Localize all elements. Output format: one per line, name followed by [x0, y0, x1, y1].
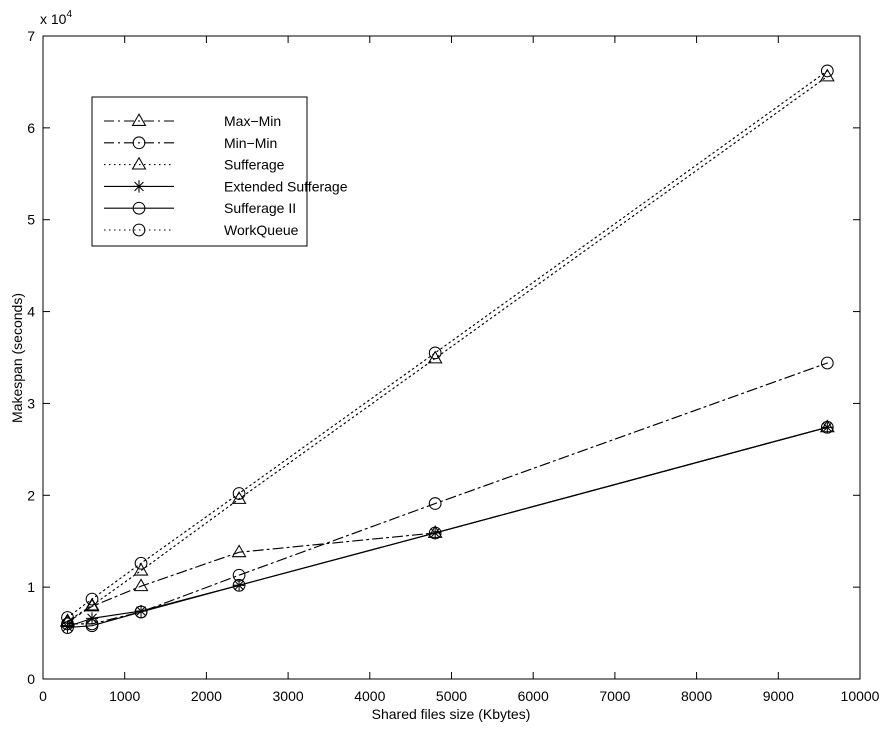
- legend-marker-4: [132, 201, 146, 215]
- series-3-point-2: [134, 604, 148, 618]
- series-4-point-0: [61, 621, 74, 634]
- series-line-1: [66, 362, 828, 625]
- legend-item-1: Min−Min: [104, 135, 277, 151]
- series-4-point-1: [85, 619, 99, 633]
- y-tick-label-7: 7: [27, 28, 35, 44]
- series-4: [61, 420, 834, 634]
- legend-marker-2: [131, 156, 147, 170]
- series-line-5: [66, 70, 828, 619]
- legend-marker-5: [132, 223, 146, 237]
- y-axis-label: Makespan (seconds): [9, 293, 25, 423]
- y-tick-label-1: 1: [27, 579, 35, 595]
- x-tick-label-4: 4000: [354, 688, 385, 704]
- x-tick-label-1: 1000: [109, 688, 140, 704]
- y-tick-label-4: 4: [27, 304, 35, 320]
- series-1-point-5: [820, 356, 834, 370]
- y-tick-label-5: 5: [27, 212, 35, 228]
- legend-marker-1: [132, 136, 146, 150]
- legend-item-2: Sufferage: [104, 157, 285, 173]
- legend-label-5: WorkQueue: [224, 222, 299, 238]
- y-axis-exponent-label: x 104: [40, 9, 72, 27]
- series-5-point-0: [61, 611, 74, 624]
- series-5-point-5: [820, 64, 834, 78]
- x-tick-label-5: 5000: [436, 688, 467, 704]
- series-5-point-1: [85, 592, 99, 606]
- legend-label-3: Extended Sufferage: [224, 178, 348, 194]
- series-4-point-5: [820, 420, 834, 434]
- y-axis-exponent-power: 4: [66, 9, 72, 20]
- x-axis-label: Shared files size (Kbytes): [372, 706, 531, 722]
- y-axis-ticks: 0 1 2 3 4 5 6 7: [27, 28, 860, 687]
- series-5-point-4: [428, 346, 442, 360]
- y-axis-exponent-base: x 10: [40, 11, 67, 27]
- x-tick-label-0: 0: [39, 688, 47, 704]
- x-tick-label-9: 9000: [763, 688, 794, 704]
- y-tick-label-2: 2: [27, 487, 35, 503]
- legend-label-2: Sufferage: [224, 157, 285, 173]
- series-4-point-4: [428, 526, 442, 540]
- y-tick-label-3: 3: [27, 395, 35, 411]
- legend: Max−Min Min−Min Sufferage Extended Sufferag…: [91, 96, 348, 247]
- series-0-point-3: [231, 544, 247, 558]
- x-tick-label-10: 10000: [841, 688, 880, 704]
- series-line-2: [66, 75, 828, 622]
- legend-box: [91, 96, 308, 247]
- legend-item-5: WorkQueue: [104, 222, 299, 238]
- series-3-point-1: [85, 612, 99, 625]
- x-tick-label-2: 2000: [191, 688, 222, 704]
- x-tick-label-3: 3000: [273, 688, 304, 704]
- x-tick-label-6: 6000: [518, 688, 549, 704]
- series-1-point-4: [428, 497, 442, 510]
- legend-label-4: Sufferage II: [224, 200, 296, 216]
- series-line-4: [66, 426, 828, 629]
- legend-marker-3: [132, 180, 146, 193]
- legend-item-0: Max−Min: [104, 113, 281, 129]
- series-2-point-2: [133, 562, 149, 576]
- legend-item-3: Extended Sufferage: [104, 178, 348, 194]
- y-tick-label-0: 0: [27, 671, 35, 687]
- x-tick-label-8: 8000: [681, 688, 712, 704]
- legend-label-0: Max−Min: [224, 113, 281, 129]
- series-0-point-2: [133, 578, 149, 592]
- series-5-point-3: [232, 487, 246, 500]
- y-tick-label-6: 6: [27, 120, 35, 136]
- legend-item-4: Sufferage II: [104, 200, 296, 216]
- series-3-point-0: [61, 620, 74, 633]
- x-tick-label-7: 7000: [599, 688, 630, 704]
- series-4-point-3: [232, 578, 246, 592]
- series-layer: [60, 64, 835, 634]
- legend-label-1: Min−Min: [224, 135, 277, 151]
- x-axis-ticks: 0 1000 2000 3000 4000 5000 6000 7000 8000 9000 100…: [39, 36, 880, 704]
- series-4-point-2: [134, 605, 148, 619]
- series-5: [61, 64, 834, 624]
- legend-marker-0: [131, 113, 147, 126]
- series-5-point-2: [134, 556, 148, 570]
